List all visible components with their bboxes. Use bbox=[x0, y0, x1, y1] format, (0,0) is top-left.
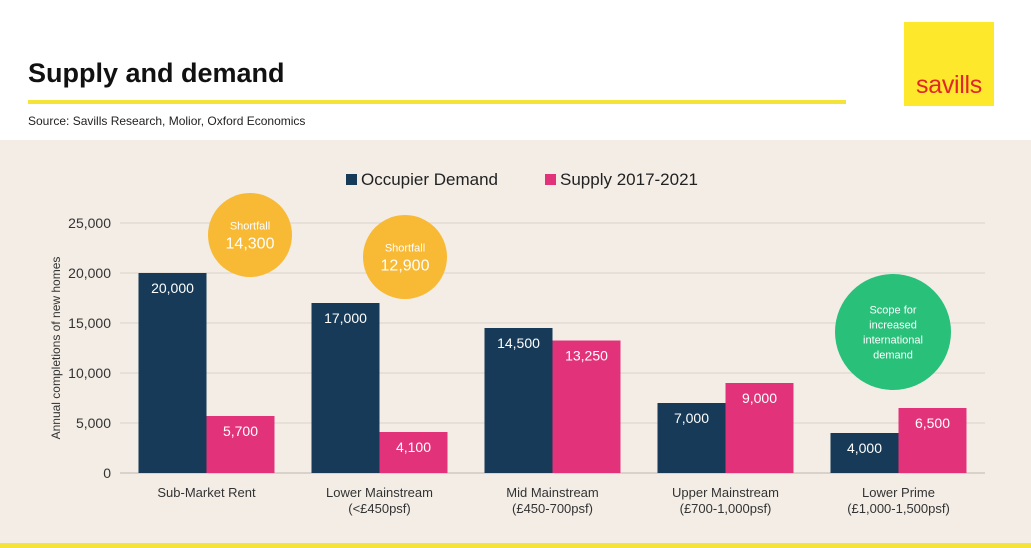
legend-swatch bbox=[346, 174, 357, 185]
data-label: 17,000 bbox=[324, 310, 367, 326]
y-tick-label: 5,000 bbox=[76, 415, 111, 431]
annotation-text: demand bbox=[873, 350, 913, 362]
y-tick-label: 20,000 bbox=[68, 265, 111, 281]
y-tick-label: 25,000 bbox=[68, 215, 111, 231]
y-tick-label: 0 bbox=[103, 465, 111, 481]
bar bbox=[830, 433, 899, 473]
bar bbox=[206, 416, 275, 473]
logo-text: savills bbox=[916, 71, 982, 99]
bar bbox=[311, 303, 380, 473]
annotation-text: Shortfall bbox=[230, 221, 270, 233]
y-tick-label: 15,000 bbox=[68, 315, 111, 331]
annotation-text: Scope for bbox=[869, 305, 916, 317]
annotation-text: international bbox=[863, 335, 923, 347]
bar bbox=[138, 273, 207, 473]
bar bbox=[379, 432, 448, 473]
legend-swatch bbox=[545, 174, 556, 185]
data-label: 5,700 bbox=[223, 423, 258, 439]
x-tick-label: Lower Prime bbox=[862, 485, 935, 500]
annotation-text: Shortfall bbox=[385, 243, 425, 255]
source-note: Source: Savills Research, Molior, Oxford… bbox=[28, 114, 306, 128]
legend-label: Supply 2017-2021 bbox=[560, 170, 698, 189]
title-rule bbox=[28, 100, 846, 104]
annotation-text: increased bbox=[869, 320, 917, 332]
data-label: 6,500 bbox=[915, 415, 950, 431]
annotation-circle bbox=[363, 215, 447, 299]
data-label: 13,250 bbox=[565, 348, 608, 364]
data-label: 14,500 bbox=[497, 335, 540, 351]
annotation-text: 12,900 bbox=[381, 258, 430, 275]
bar bbox=[898, 408, 967, 473]
data-label: 20,000 bbox=[151, 280, 194, 296]
x-tick-label: (<£450psf) bbox=[348, 501, 411, 516]
bar-chart: 0 5,000 10,000 15,000 20,000 25,000 Annual com… bbox=[49, 170, 985, 516]
y-axis-label: Annual completions of new homes bbox=[49, 257, 63, 440]
x-tick-label: (£1,000-1,500psf) bbox=[847, 501, 950, 516]
x-tick-label: (£700-1,000psf) bbox=[680, 501, 772, 516]
data-label: 4,100 bbox=[396, 439, 431, 455]
header: Supply and demand Source: Savills Resear… bbox=[0, 0, 1031, 140]
x-tick-label: (£450-700psf) bbox=[512, 501, 593, 516]
x-tick-label: Upper Mainstream bbox=[672, 485, 779, 500]
data-label: 9,000 bbox=[742, 390, 777, 406]
data-label: 4,000 bbox=[847, 440, 882, 456]
savills-logo: savills bbox=[904, 22, 994, 106]
bar bbox=[657, 403, 726, 473]
bar bbox=[725, 383, 794, 473]
x-tick-label: Sub-Market Rent bbox=[157, 485, 256, 500]
y-tick-label: 10,000 bbox=[68, 365, 111, 381]
x-tick-label: Mid Mainstream bbox=[506, 485, 598, 500]
annotation-circle bbox=[835, 274, 951, 390]
legend-label: Occupier Demand bbox=[361, 170, 498, 189]
bar bbox=[484, 328, 553, 473]
page-title: Supply and demand bbox=[28, 58, 285, 88]
bottom-bar bbox=[0, 543, 1031, 548]
bar bbox=[552, 340, 621, 473]
data-label: 7,000 bbox=[674, 410, 709, 426]
annotation-text: 14,300 bbox=[226, 236, 275, 253]
x-tick-label: Lower Mainstream bbox=[326, 485, 433, 500]
annotation-circle bbox=[208, 193, 292, 277]
